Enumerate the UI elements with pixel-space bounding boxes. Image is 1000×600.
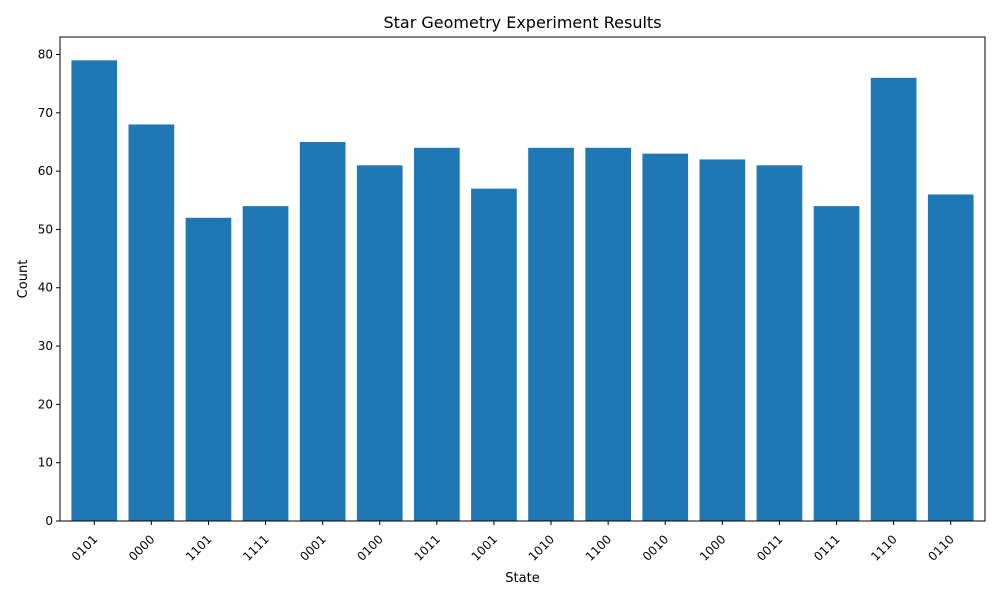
y-axis-label: Count xyxy=(16,260,31,299)
y-tick-label: 0 xyxy=(45,514,53,528)
y-tick-label: 80 xyxy=(38,47,53,61)
y-tick-label: 10 xyxy=(38,456,53,470)
plot-frame xyxy=(59,36,986,522)
bar-1100 xyxy=(585,147,631,522)
y-tick-label: 50 xyxy=(38,222,53,236)
bar-0000 xyxy=(128,124,175,521)
bar-1010 xyxy=(528,147,574,522)
bar-1011 xyxy=(414,147,460,522)
bar-1000 xyxy=(699,159,746,521)
bar-0101 xyxy=(71,60,118,521)
bar-1110 xyxy=(870,77,917,521)
x-axis-label: State xyxy=(505,571,539,586)
bar-1101 xyxy=(185,217,232,521)
bar-0111 xyxy=(813,206,860,521)
bar-1111 xyxy=(242,206,289,521)
y-tick-label: 60 xyxy=(38,164,53,178)
bars-group xyxy=(71,60,974,522)
bar-0010 xyxy=(642,153,689,521)
chart-title: Star Geometry Experiment Results xyxy=(383,13,661,32)
bar-0011 xyxy=(756,165,803,521)
bar-0100 xyxy=(356,165,403,521)
bar-0110 xyxy=(927,194,974,521)
y-tick-label: 70 xyxy=(38,106,53,120)
bar-0001 xyxy=(299,141,346,521)
bar-1001 xyxy=(471,188,517,522)
y-tick-label: 20 xyxy=(38,397,53,411)
y-tick-label: 40 xyxy=(38,281,53,295)
y-tick-label: 30 xyxy=(38,339,53,353)
y-axis: 0 10 20 30 40 50 60 70 80 xyxy=(38,47,60,528)
